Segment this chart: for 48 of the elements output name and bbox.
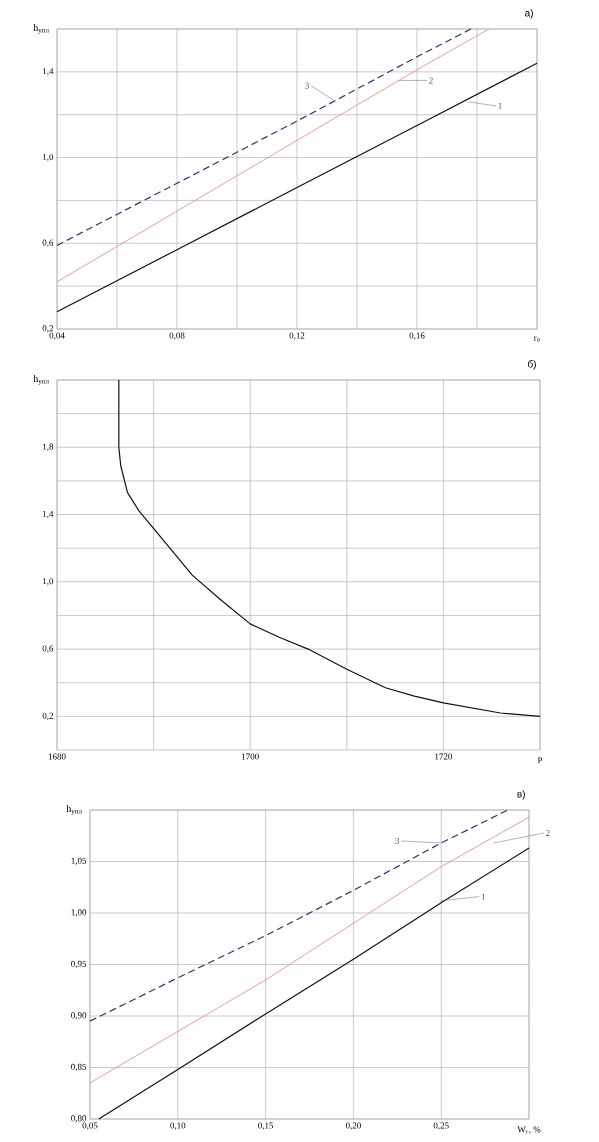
y-tick-label: 1,05 <box>71 857 87 866</box>
y-axis-title: h$_{упл}$ <box>33 375 49 385</box>
annotation: 3 <box>305 82 309 89</box>
y-tick-label: 0,6 <box>42 239 54 247</box>
annotation: 1 <box>498 102 502 109</box>
y-tick-label: 0,90 <box>71 1012 87 1020</box>
y-tick-label: 0,2 <box>42 325 53 333</box>
x-tick-label: 0,25 <box>433 1122 449 1130</box>
line-series <box>118 379 541 717</box>
annotation: 2 <box>546 829 550 836</box>
line-series <box>56 62 538 313</box>
x-tick-label: 0,20 <box>345 1122 361 1130</box>
line-series <box>56 28 472 247</box>
y-tick-label: 1,4 <box>43 68 54 76</box>
y-tick-label: 0,95 <box>71 960 87 969</box>
x-axis-title: W$_{г}$, % <box>517 1126 541 1134</box>
chart-title: б) <box>528 360 536 370</box>
y-tick-label: 0,2 <box>42 712 53 721</box>
annotation: 2 <box>429 77 433 84</box>
y-axis-title: h$_{упл}$ <box>66 805 82 815</box>
line-series <box>98 847 530 1120</box>
annotation: 3 <box>395 837 400 844</box>
x-tick-label: 0,15 <box>258 1122 274 1130</box>
y-tick-label: 1,0 <box>43 153 54 162</box>
x-tick-label: 0,08 <box>169 332 185 340</box>
x-tick-label: 0,05 <box>82 1122 98 1130</box>
y-tick-label: 1,8 <box>43 443 54 451</box>
y-tick-label: 1,0 <box>43 578 54 586</box>
y-tick-label: 0,80 <box>71 1115 87 1123</box>
y-tick-label: 1,4 <box>43 510 54 519</box>
x-tick-label: 0,04 <box>49 332 65 340</box>
y-axis-title: h$_{упл}$ <box>33 24 49 34</box>
x-tick-label: 1720 <box>435 753 453 760</box>
x-tick-label: 1700 <box>242 753 259 760</box>
x-tick-label: 0,16 <box>409 332 425 340</box>
x-tick-label: 0,12 <box>289 332 305 340</box>
chart-title: а) <box>525 9 533 19</box>
x-tick-label: 1680 <box>48 753 66 760</box>
line-series <box>89 809 509 1022</box>
x-axis-title: P <box>537 757 543 764</box>
y-tick-label: 1,00 <box>71 909 87 917</box>
y-tick-label: 0,6 <box>42 645 54 653</box>
chart-title: в) <box>517 790 525 800</box>
y-tick-label: 0,85 <box>71 1063 87 1072</box>
line-series <box>56 28 490 283</box>
x-axis-title: r$_{0}$ <box>533 336 540 342</box>
annotation: 1 <box>481 893 485 900</box>
x-tick-label: 0,10 <box>170 1122 186 1130</box>
